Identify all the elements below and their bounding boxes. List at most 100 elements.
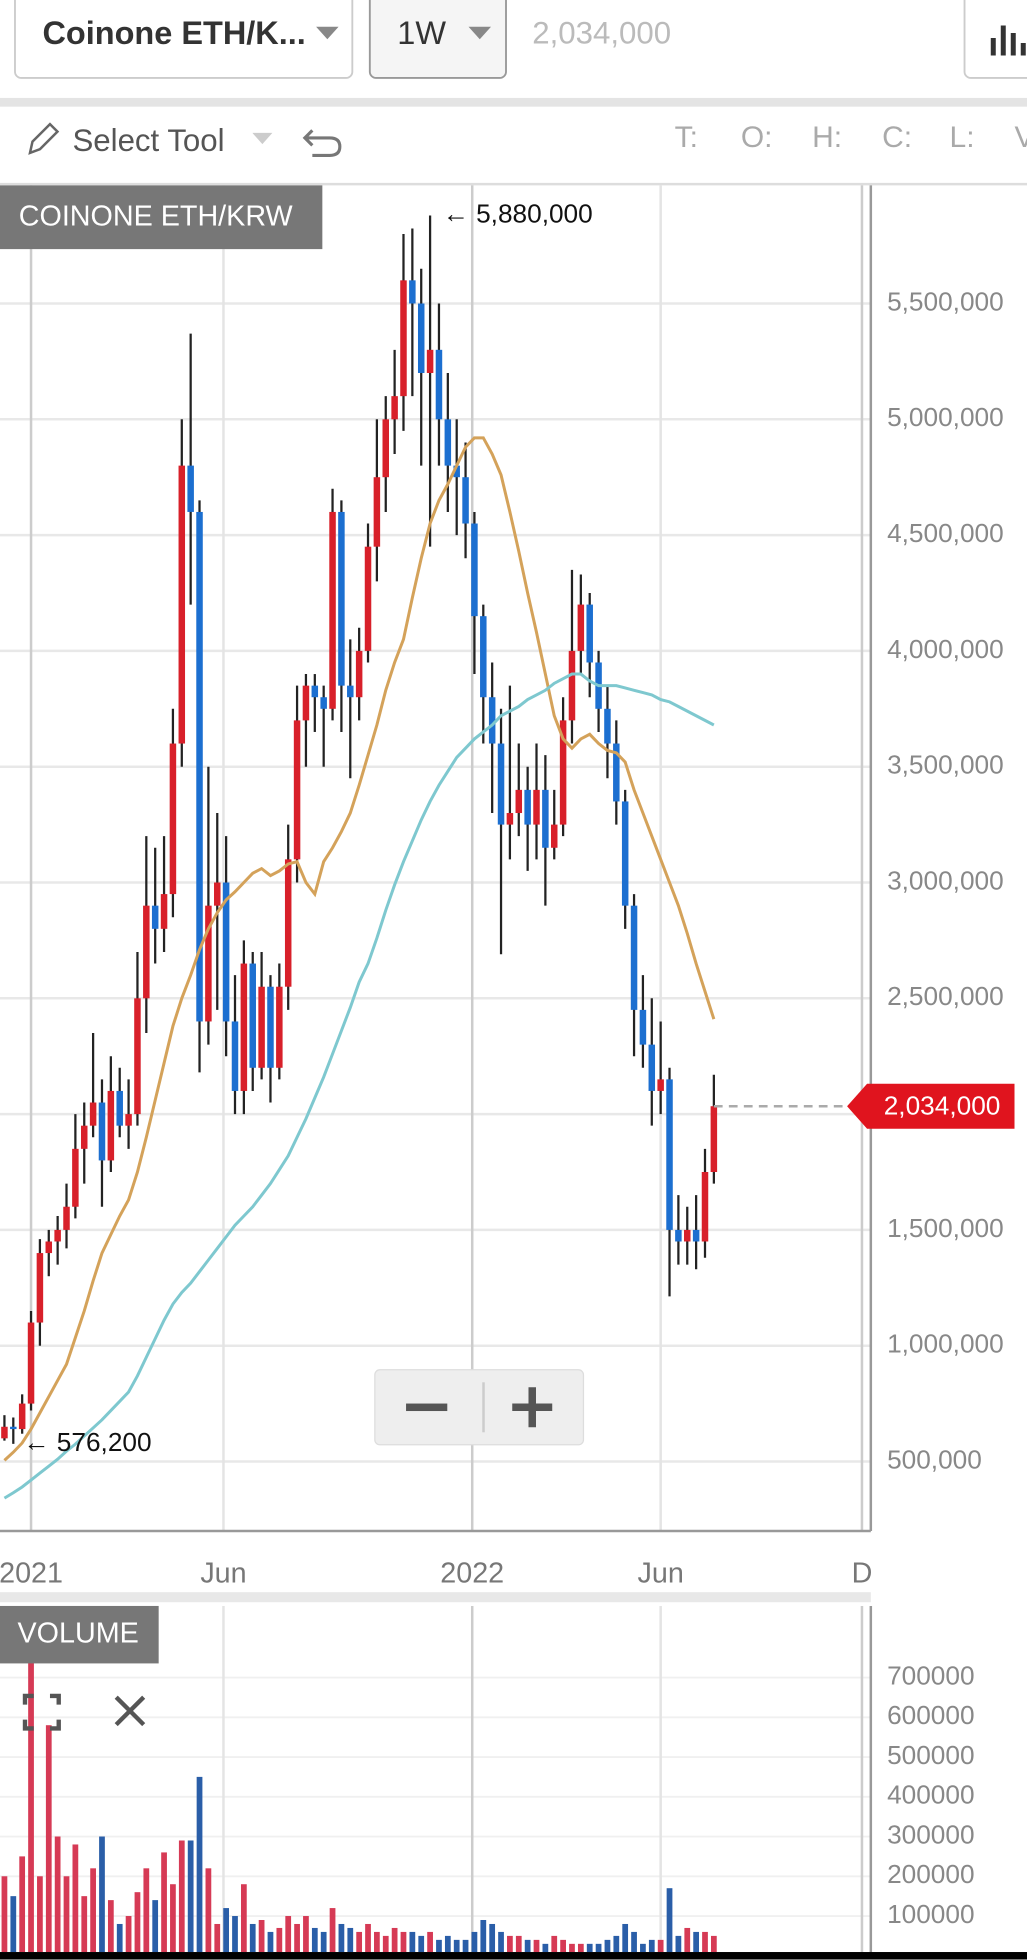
candle-body — [205, 905, 212, 1022]
volume-bar — [418, 1935, 425, 1953]
candle-body — [89, 1102, 97, 1126]
volume-bar — [267, 1931, 274, 1953]
candle-body — [134, 998, 141, 1115]
volume-chart: 100000 200000 300000 400000 500000 600000 7000… — [0, 1605, 975, 1956]
price-text: 2,034,000 — [532, 16, 671, 51]
candle-body — [364, 546, 372, 651]
candle-body — [533, 789, 540, 825]
y-tick-label: 400000 — [887, 1780, 975, 1810]
candle-body — [240, 963, 248, 1091]
candle-body — [18, 1403, 26, 1430]
candle-body — [214, 882, 221, 906]
ohlc-label: C: — [882, 121, 912, 154]
y-tick-label: 600000 — [887, 1700, 975, 1730]
interval-text: 1W — [397, 15, 446, 51]
volume-bar — [498, 1931, 504, 1953]
volume-bar — [444, 1935, 451, 1953]
candle-body — [231, 1021, 239, 1091]
price-chart: 500,0001,000,0001,500,0002,000,0002,500,… — [0, 185, 1015, 1589]
candle-body — [444, 419, 452, 466]
candle-body — [284, 859, 292, 987]
bars — [1, 1653, 717, 1953]
volume-bar — [99, 1836, 105, 1953]
volume-bar — [462, 1939, 469, 1953]
volume-bar — [569, 1943, 575, 1953]
candle-body — [550, 824, 558, 848]
volume-bar — [648, 1939, 655, 1953]
candle-body — [666, 1079, 673, 1230]
candle-body — [506, 813, 514, 825]
candle-body — [54, 1229, 61, 1242]
volume-bar — [1, 1876, 8, 1953]
moving-average — [3, 436, 716, 1462]
interval-dropdown[interactable] — [368, 0, 507, 79]
y-tick-label: 1,500,000 — [887, 1213, 1004, 1243]
volume-bar — [595, 1943, 602, 1953]
candle-body — [27, 1322, 35, 1404]
candle-body — [347, 685, 354, 698]
nav-bar — [0, 1952, 1027, 1960]
volume-bar — [551, 1935, 558, 1953]
candle-body — [1, 1426, 8, 1439]
candle-body — [329, 511, 336, 709]
y-tick-label: 4,500,000 — [887, 518, 1004, 548]
candle-body — [639, 1009, 647, 1045]
volume-bar — [205, 1868, 212, 1953]
high-annotation: ← 5,880,000 — [443, 198, 593, 228]
volume-bar — [303, 1916, 309, 1953]
candle-body — [488, 697, 496, 744]
volume-bar — [604, 1939, 611, 1953]
close-icon[interactable] — [114, 1695, 146, 1727]
y-tick-label: 5,000,000 — [887, 402, 1004, 432]
x-tick-label: 2022 — [440, 1557, 504, 1589]
volume-bar — [400, 1931, 407, 1953]
volume-bar — [28, 1653, 34, 1953]
ohlc-label: T: — [675, 121, 698, 154]
candle-body — [400, 280, 407, 397]
volume-bar — [684, 1927, 691, 1953]
candle-body — [160, 894, 168, 929]
volume-bar — [453, 1939, 460, 1953]
candle-body — [471, 523, 478, 617]
volume-bar — [45, 1725, 52, 1953]
ohlc-label: L: — [950, 121, 975, 154]
low-annotation: ← 576,200 — [23, 1427, 151, 1457]
title-box — [0, 1605, 159, 1664]
candle-body — [249, 963, 256, 1068]
volume-bar — [489, 1923, 496, 1953]
candle-body — [480, 616, 487, 698]
volume-bar — [37, 1876, 43, 1953]
symbol-dropdown[interactable] — [14, 0, 354, 79]
volume-bar — [214, 1923, 221, 1953]
volume-title: VOLUME — [17, 1617, 138, 1649]
candle-body — [684, 1229, 691, 1242]
volume-bar — [170, 1884, 176, 1953]
x-tick-label: D — [852, 1557, 873, 1589]
pencil-icon[interactable] — [28, 122, 60, 155]
zoom-in[interactable] — [512, 1387, 553, 1428]
candle-body — [657, 1079, 664, 1091]
fullscreen-icon[interactable] — [22, 1693, 61, 1731]
candle-body — [462, 477, 469, 524]
y-tick-label: 5,500,000 — [887, 286, 1004, 316]
volume-bar — [143, 1868, 150, 1953]
zoom-out[interactable] — [406, 1403, 448, 1412]
tool-text[interactable]: Select Tool — [72, 123, 224, 158]
volume-bar — [240, 1884, 247, 1953]
undo-icon[interactable] — [302, 129, 342, 157]
divider — [0, 1592, 871, 1603]
candle-body — [143, 905, 150, 999]
volume-bar — [81, 1896, 88, 1953]
caret — [316, 26, 339, 40]
volume-bar — [675, 1935, 682, 1953]
ohlc-label: V — [1015, 121, 1027, 154]
y-tick-label: 700000 — [887, 1660, 975, 1690]
candle-body — [98, 1102, 106, 1161]
volume-bar — [480, 1919, 487, 1953]
volume-bar — [63, 1876, 70, 1953]
volume-bar — [631, 1931, 637, 1953]
candle-body — [701, 1172, 709, 1242]
candle-body — [338, 511, 345, 686]
chart-type-button[interactable] — [963, 0, 1027, 79]
volume-bar — [515, 1935, 522, 1953]
